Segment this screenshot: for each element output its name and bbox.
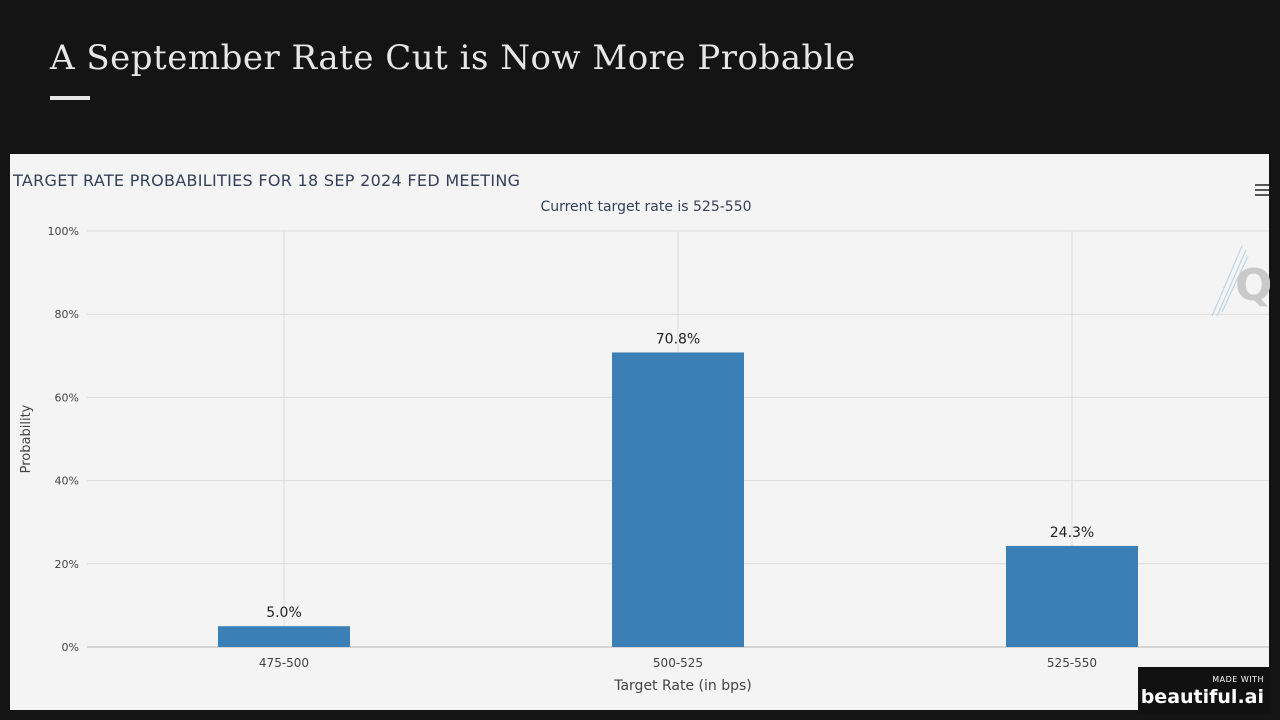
badge-brand: beautiful.ai bbox=[1140, 686, 1264, 708]
y-axis-title: Probability bbox=[19, 404, 34, 473]
slide-title: A September Rate Cut is Now More Probabl… bbox=[50, 38, 856, 78]
y-tick-label: 100% bbox=[48, 225, 79, 238]
watermark-letter: Q bbox=[1235, 260, 1270, 311]
y-tick-label: 20% bbox=[55, 558, 79, 571]
title-underline bbox=[50, 96, 90, 100]
chart-subtitle: Current target rate is 525-550 bbox=[540, 199, 752, 215]
data-label: 70.8% bbox=[656, 331, 700, 347]
bar bbox=[1006, 545, 1138, 647]
chart-menu-icon[interactable] bbox=[1255, 184, 1269, 198]
made-with-badge[interactable]: MADE WITH beautiful.ai bbox=[1138, 667, 1270, 713]
x-tick-label: 500-525 bbox=[653, 656, 703, 670]
y-tick-label: 80% bbox=[55, 308, 79, 321]
data-label: 24.3% bbox=[1050, 525, 1094, 541]
chart-title: TARGET RATE PROBABILITIES FOR 18 SEP 202… bbox=[13, 171, 521, 190]
bar-chart: 0% 20% 40% 60% 80% 100% 5.0% 475-500 70.8% 500-52… bbox=[19, 225, 1269, 694]
x-tick-label: 525-550 bbox=[1047, 656, 1097, 670]
y-tick-label: 40% bbox=[55, 475, 79, 488]
badge-small-text: MADE WITH bbox=[1212, 675, 1264, 684]
bar bbox=[218, 626, 350, 647]
bar bbox=[612, 352, 744, 647]
data-label: 5.0% bbox=[266, 605, 302, 621]
x-tick-label: 475-500 bbox=[259, 656, 309, 670]
watermark-logo: Q bbox=[1211, 245, 1270, 317]
chart-panel: 0% 20% 40% 60% 80% 100% 5.0% 475-500 70.8% 500-52… bbox=[10, 154, 1270, 710]
y-tick-label: 60% bbox=[55, 391, 79, 404]
y-tick-label: 0% bbox=[62, 641, 79, 654]
x-axis-title: Target Rate (in bps) bbox=[613, 678, 752, 694]
